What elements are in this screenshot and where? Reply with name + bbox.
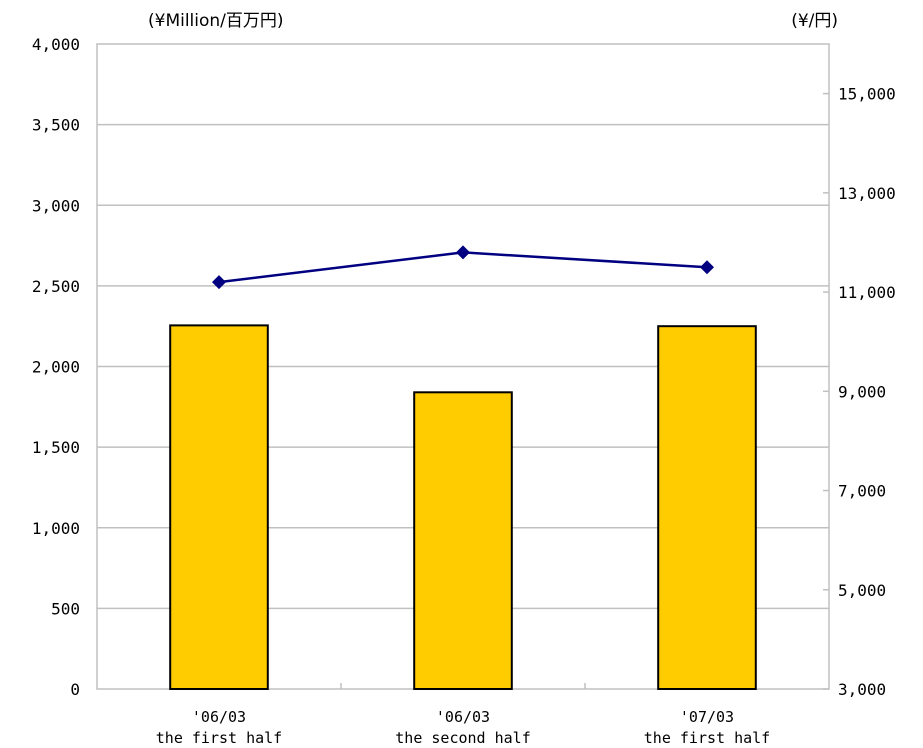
category-label-line1: '06/03: [192, 708, 246, 726]
left-axis-tick-label: 2,000: [32, 358, 80, 377]
category-label-line1: '07/03: [680, 708, 734, 726]
left-axis-tick-label: 3,000: [32, 196, 80, 215]
left-axis-tick-label: 3,500: [32, 116, 80, 135]
right-axis-tick-label: 9,000: [838, 382, 886, 401]
bar: [413, 391, 513, 690]
line-series: [212, 245, 714, 290]
right-axis-tick-label: 13,000: [838, 184, 896, 203]
line-point-marker: [456, 245, 470, 260]
left-axis-tick-label: 2,500: [32, 277, 80, 296]
bar: [169, 324, 269, 690]
left-axis-tick-label: 4,000: [32, 35, 80, 54]
line-point-marker: [212, 275, 226, 290]
category-label-line1: '06/03: [436, 708, 490, 726]
right-axis-tick-label: 3,000: [838, 680, 886, 699]
bar: [657, 325, 757, 690]
left-axis-tick-label: 1,500: [32, 438, 80, 457]
left-axis-unit-label: (¥Million/百万円): [148, 11, 284, 31]
category-label-line2: the first half: [156, 729, 282, 747]
category-labels: '06/03 the first half '06/03 the second hal…: [156, 708, 770, 747]
left-axis-tick-labels: 0 500 1,000 1,500 2,000 2,500 3,000 3,500 4,000: [32, 35, 80, 699]
right-axis-tick-labels: 3,000 5,000 7,000 9,000 11,000 13,000 15,000: [340, 85, 896, 699]
right-axis-tick-label: 15,000: [838, 85, 896, 104]
left-axis-tick-label: 0: [70, 680, 80, 699]
category-label-line2: the first half: [644, 729, 770, 747]
left-axis-tick-label: 500: [51, 599, 80, 618]
right-axis-tick-label: 7,000: [838, 482, 886, 501]
line-point-marker: [700, 260, 714, 275]
bar-series: [169, 324, 757, 690]
right-axis-tick-label: 11,000: [838, 283, 896, 302]
right-axis-unit-label: (¥/円): [791, 11, 838, 31]
right-axis-tick-label: 5,000: [838, 581, 886, 600]
left-axis-tick-label: 1,000: [32, 519, 80, 538]
category-label-line2: the second half: [395, 729, 530, 747]
